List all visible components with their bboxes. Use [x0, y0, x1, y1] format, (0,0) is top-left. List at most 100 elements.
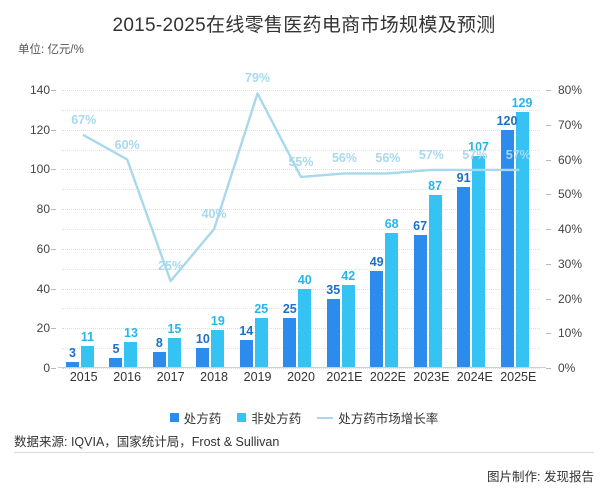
bar-group	[192, 90, 235, 368]
data-labels-layer: 3 11 5 13 8 15 10 19 14 25 25 40 35 42 49 68 67 87 91 107 12…	[62, 71, 540, 368]
y-axis-right-tick	[546, 159, 551, 161]
bar-value-otc: 42	[341, 268, 356, 283]
legend-label-growth: 处方药市场增长率	[338, 412, 439, 426]
plot-area: 3 11 5 13 8 15 10 19 14 25 25 40 35 42 49 68 67 87 91 107 12…	[58, 71, 546, 369]
bar-rx	[66, 362, 79, 368]
bar-value-otc: 13	[124, 326, 138, 341]
y-axis-right-tick-label: 30%	[558, 256, 583, 271]
y-axis-right-tick-label: 0%	[558, 361, 576, 375]
growth-value-label: 67%	[71, 113, 97, 128]
y-axis-right-tick	[546, 90, 551, 91]
gridline	[62, 169, 540, 171]
bar-otc	[428, 195, 442, 368]
bar-otc	[515, 111, 529, 368]
bar-value-rx: 91	[456, 171, 471, 186]
y-axis-left-tick	[51, 288, 56, 290]
bar-value-otc: 40	[297, 272, 312, 287]
y-axis-left-tick-label: 60	[36, 241, 50, 256]
y-axis-left-tick	[51, 129, 56, 131]
y-axis-left-tick-label: 40	[36, 281, 50, 296]
gridline	[62, 149, 540, 151]
bar-value-rx: 35	[326, 282, 341, 297]
x-axis-label: 2019	[243, 370, 272, 384]
footer-divider	[14, 452, 594, 453]
bar-value-otc: 107	[468, 139, 490, 154]
y-axis-right-tick	[546, 229, 551, 230]
bar-otc	[124, 342, 138, 368]
bar-value-otc: 129	[511, 95, 533, 110]
y-axis-left-tick	[51, 248, 56, 250]
x-axis-label: 2024E	[456, 370, 493, 384]
legend-swatch-otc	[237, 413, 247, 422]
y-axis-right: 0% 10% 20% 30% 40% 50% 60% 70% 80%	[546, 83, 596, 375]
bar-rx	[283, 318, 297, 368]
bar-value-rx: 120	[496, 113, 518, 128]
y-axis-right-tick	[546, 124, 551, 126]
y-axis-left-tick-label: 140	[29, 83, 50, 97]
x-axis-line	[58, 367, 546, 368]
unit-label: 单位: 亿元/%	[18, 44, 84, 56]
y-axis-right-tick-label: 20%	[558, 291, 583, 306]
bar-otc	[298, 288, 312, 368]
y-axis-right-tick	[546, 298, 551, 300]
y-axis-right-tick-label: 50%	[558, 187, 583, 202]
bar-rx	[239, 340, 253, 368]
page-title: 2015-2025在线零售医药电商市场规模及预测	[112, 15, 496, 36]
y-axis-left-tick-label: 0	[43, 361, 50, 375]
y-axis-left-tick-label: 80	[36, 202, 50, 217]
bar-group	[279, 90, 322, 368]
bar-otc	[211, 330, 225, 368]
bar-value-rx: 67	[413, 218, 428, 233]
bar-rx	[109, 358, 123, 368]
y-axis-right-tick-label: 40%	[558, 222, 583, 236]
x-axis-label: 2021E	[326, 370, 363, 384]
legend-item-growth: 处方药市场增长率	[317, 408, 438, 427]
bar-rx	[370, 270, 384, 368]
gridline	[62, 268, 540, 270]
bar-rx	[413, 234, 427, 368]
bar-value-rx: 25	[282, 302, 297, 317]
growth-value-label: 79%	[245, 71, 271, 86]
x-axis-label: 2017	[156, 370, 185, 384]
bar-value-otc: 11	[80, 330, 95, 345]
bar-group	[105, 90, 148, 368]
x-axis-label: 2020	[287, 370, 315, 384]
bar-otc	[385, 232, 399, 368]
bar-value-rx: 3	[69, 346, 76, 361]
x-axis-label: 2025E	[500, 370, 537, 384]
growth-value-label: 57%	[505, 147, 531, 162]
bar-group	[366, 90, 409, 368]
bar-value-otc: 25	[254, 302, 269, 317]
y-axis-right-tick	[546, 368, 551, 369]
legend-label-otc: 非处方药	[251, 412, 302, 426]
y-axis-right-tick-label: 60%	[558, 152, 583, 167]
growth-value-label: 60%	[114, 137, 140, 152]
legend-item-rx: 处方药	[169, 408, 222, 427]
bar-otc	[341, 284, 355, 368]
y-axis-right-tick-label: 80%	[558, 83, 583, 97]
y-axis-right-tick	[546, 333, 551, 335]
bar-group	[453, 90, 496, 368]
legend-swatch-rx	[169, 413, 179, 422]
y-axis-right-tick-label: 10%	[558, 326, 583, 341]
x-axis-labels: 2015 2016 2017 2018 2019 2020 2021E 2022E 2023E 2…	[62, 370, 540, 392]
bar-rx	[326, 298, 340, 368]
gridline	[62, 189, 540, 191]
y-axis-left: 0 20 40 60 80 100 120 140	[18, 83, 56, 375]
gridline	[62, 129, 540, 131]
x-axis-label: 2022E	[369, 370, 406, 384]
bar-otc	[81, 346, 94, 368]
gridline	[62, 109, 540, 111]
bar-rx	[457, 187, 471, 368]
growth-value-label: 57%	[418, 147, 444, 162]
gridline	[62, 90, 540, 91]
bar-value-rx: 5	[112, 342, 120, 357]
bar-value-otc: 68	[384, 216, 399, 231]
bar-value-otc: 15	[167, 322, 182, 337]
bar-group	[62, 90, 105, 368]
y-axis-left-tick	[51, 328, 56, 330]
bar-value-rx: 10	[195, 332, 210, 347]
growth-value-label: 56%	[375, 151, 401, 166]
bar-value-rx: 8	[155, 336, 163, 351]
legend-label-rx: 处方药	[183, 412, 222, 426]
